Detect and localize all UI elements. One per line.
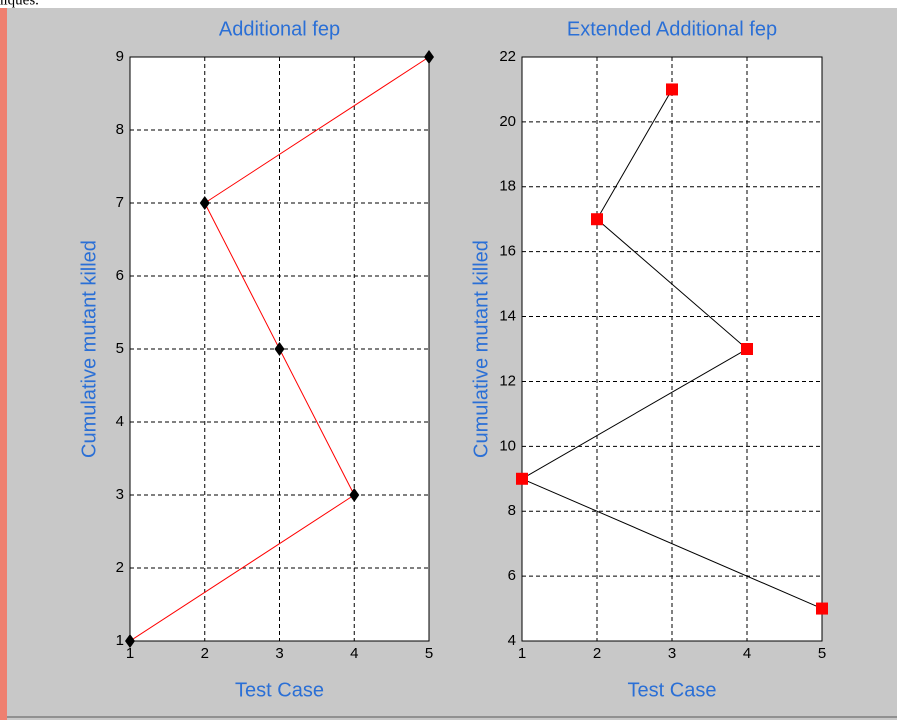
x-tick-label: 1 <box>518 645 526 662</box>
marker <box>424 50 434 64</box>
y-tick-label: 3 <box>116 486 124 503</box>
y-tick-label: 12 <box>499 372 516 389</box>
y-tick-label: 8 <box>116 121 124 138</box>
x-tick-label: 4 <box>350 645 358 662</box>
y-tick-label: 10 <box>499 437 516 454</box>
marker <box>666 83 678 96</box>
y-axis-label: Cumulative mutant killed <box>78 240 100 458</box>
marker <box>199 196 210 210</box>
chart-title: Additional fep <box>219 18 340 40</box>
y-tick-label: 7 <box>116 194 124 211</box>
y-tick-label: 18 <box>499 178 516 195</box>
y-tick-label: 8 <box>508 502 516 519</box>
y-tick-label: 6 <box>116 267 124 284</box>
caption-fragment: niques. <box>0 0 39 8</box>
y-tick-label: 4 <box>116 413 124 430</box>
y-tick-label: 20 <box>499 113 516 130</box>
x-tick-label: 2 <box>593 645 601 662</box>
y-tick-label: 9 <box>116 48 124 65</box>
chart-title: Extended Additional fep <box>567 18 777 40</box>
marker <box>516 472 528 485</box>
axes-frame <box>129 56 430 642</box>
x-tick-label: 4 <box>743 645 751 662</box>
left-border <box>0 8 7 720</box>
y-tick-label: 2 <box>116 559 124 576</box>
x-tick-label: 5 <box>425 645 433 662</box>
x-axis-label: Test Case <box>628 679 717 701</box>
x-tick-label: 5 <box>818 645 826 662</box>
marker <box>816 602 828 615</box>
y-tick-label: 1 <box>116 632 124 649</box>
x-tick-label: 3 <box>275 645 283 662</box>
marker <box>741 343 753 355</box>
y-tick-label: 22 <box>499 48 516 65</box>
axes-frame <box>521 56 823 642</box>
x-tick-label: 2 <box>201 645 209 662</box>
y-axis-label: Cumulative mutant killed <box>470 240 492 458</box>
x-axis-label: Test Case <box>235 679 324 701</box>
y-tick-label: 16 <box>499 243 516 260</box>
y-tick-label: 4 <box>508 632 516 649</box>
x-tick-label: 3 <box>668 645 676 662</box>
marker <box>349 488 360 502</box>
y-tick-label: 14 <box>499 308 516 325</box>
x-tick-label: 1 <box>126 645 134 662</box>
y-tick-label: 6 <box>508 567 516 584</box>
marker <box>591 213 603 226</box>
marker <box>125 634 135 648</box>
marker <box>274 342 285 356</box>
y-tick-label: 5 <box>116 340 124 357</box>
